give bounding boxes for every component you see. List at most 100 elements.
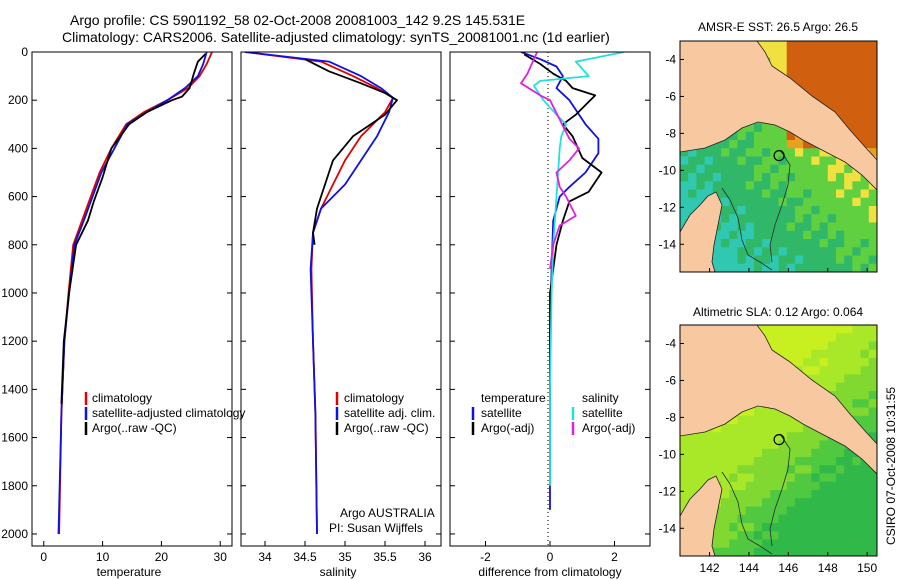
heatmap-cell	[729, 181, 738, 190]
heatmap-cell	[770, 498, 779, 507]
heatmap-cell	[852, 481, 861, 491]
heatmap-cell	[844, 506, 853, 516]
heatmap-cell	[811, 432, 820, 441]
heatmap-cell	[794, 333, 804, 342]
heatmap-cell	[729, 239, 738, 248]
y-tick-label: 0	[21, 45, 28, 59]
heatmap-cell	[811, 358, 820, 367]
heatmap-cell	[778, 523, 788, 532]
heatmap-cell	[803, 366, 812, 375]
heatmap-cell	[827, 247, 837, 256]
heatmap-cell	[753, 465, 763, 474]
heatmap-cell	[819, 457, 829, 466]
heatmap-cell	[819, 57, 829, 67]
heatmap-cell	[712, 255, 722, 265]
heatmap-cell	[819, 98, 829, 108]
heatmap-cell	[712, 465, 722, 474]
heatmap-cell	[721, 173, 730, 182]
heatmap-cell	[827, 358, 837, 367]
heatmap-cell	[688, 490, 697, 499]
map-x-tick-label: 148	[818, 561, 838, 575]
heatmap-cell	[794, 214, 804, 223]
heatmap-cell	[721, 506, 730, 516]
heatmap-cell	[762, 539, 771, 549]
heatmap-cell	[835, 189, 845, 199]
heatmap-cell	[680, 465, 689, 474]
heatmap-cell	[860, 255, 870, 265]
heatmap-cell	[811, 263, 820, 272]
heatmap-cell	[721, 547, 730, 556]
heatmap-cell	[721, 498, 730, 507]
heatmap-cell	[680, 156, 689, 166]
heatmap-cell	[852, 531, 861, 540]
heatmap-cell	[737, 514, 747, 524]
legend-label-salinity-argo: Argo(-adj)	[582, 421, 635, 435]
heatmap-cell	[844, 214, 853, 223]
difference-ticks: -2 0 2	[450, 51, 650, 564]
heatmap-cell	[852, 82, 861, 91]
heatmap-cell	[753, 148, 763, 157]
heatmap-cell	[811, 366, 820, 375]
heatmap-cell	[819, 349, 829, 359]
heatmap-cell	[770, 424, 779, 433]
sla-map-ticks: -4 -6 -8 -10 -12 -14 142 144 146 148 150	[659, 336, 878, 575]
heatmap-cell	[688, 181, 697, 190]
heatmap-cell	[786, 523, 796, 532]
heatmap-cell	[860, 90, 870, 100]
sla-map-frame	[679, 324, 878, 557]
heatmap-cell	[729, 197, 738, 207]
heatmap-cell	[745, 131, 755, 141]
sst-map-title: AMSR-E SST: 26.5 Argo: 26.5	[698, 20, 858, 34]
heatmap-cell	[835, 230, 845, 240]
heatmap-cell	[688, 465, 697, 474]
heatmap-cell	[860, 65, 870, 75]
map-y-tick-label: -10	[659, 447, 677, 461]
heatmap-cell	[737, 539, 747, 549]
y-tick-label: 1800	[1, 479, 28, 493]
heatmap-cell	[844, 490, 853, 499]
heatmap-cell	[827, 481, 837, 491]
heatmap-cell	[721, 457, 730, 466]
heatmap-cell	[778, 230, 788, 240]
series-line-argo-raw-qc-	[304, 58, 398, 245]
heatmap-cell	[778, 457, 788, 466]
heatmap-cell	[852, 90, 861, 100]
heatmap-cell	[794, 349, 804, 359]
heatmap-cell	[762, 415, 771, 425]
temperature-panel: 0 10 20 30 0 200 400 600 800 1000 1200 1400 1600 1800…	[1, 45, 245, 579]
heatmap-cell	[712, 230, 722, 240]
heatmap-cell	[819, 341, 829, 351]
sst-map-ticks: -4 -6 -8 -10 -12 -14	[659, 52, 868, 272]
heatmap-cell	[852, 457, 861, 466]
heatmap-cell	[844, 333, 853, 342]
heatmap-cell	[835, 366, 845, 375]
heatmap-cell	[844, 514, 853, 524]
heatmap-cell	[753, 547, 763, 556]
heatmap-cell	[737, 140, 747, 149]
heatmap-cell	[844, 325, 853, 334]
heatmap-cell	[819, 148, 829, 157]
x-tick-label: -2	[480, 550, 491, 564]
salinity-ticks: 34 34.5 35 35.5 36	[241, 51, 441, 564]
heatmap-cell	[794, 173, 804, 182]
heatmap-cell	[721, 239, 730, 248]
heatmap-cell	[770, 247, 779, 256]
heatmap-cell	[688, 457, 697, 466]
heatmap-cell	[827, 333, 837, 342]
heatmap-cell	[868, 490, 877, 499]
heatmap-cell	[803, 539, 812, 549]
heatmap-cell	[737, 197, 747, 207]
heatmap-cell	[868, 424, 877, 433]
heatmap-cell	[778, 415, 788, 425]
heatmap-cell	[721, 514, 730, 524]
heatmap-cell	[753, 415, 763, 425]
y-tick-label: 1400	[1, 382, 28, 396]
series-line-climatology	[58, 52, 213, 535]
heatmap-cell	[844, 391, 853, 400]
y-tick-label: 1600	[1, 431, 28, 445]
legend-group-temperature: temperature	[481, 391, 546, 405]
heatmap-cell	[721, 473, 730, 483]
heatmap-cell	[860, 366, 870, 375]
heatmap-cell	[753, 173, 763, 182]
heatmap-cell	[819, 514, 829, 524]
